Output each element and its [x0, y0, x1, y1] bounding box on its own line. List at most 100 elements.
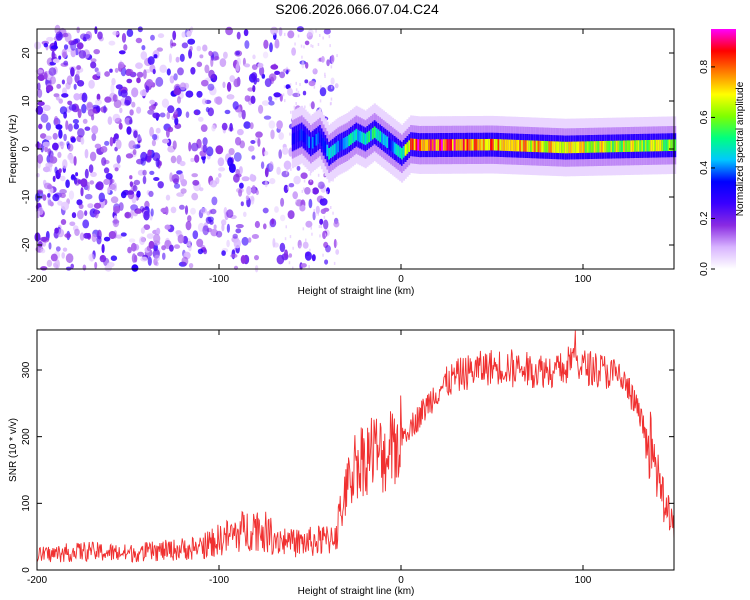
spectrogram-cell — [301, 189, 304, 193]
spectrogram-cell — [269, 178, 276, 185]
spectrogram-cell — [235, 168, 240, 176]
spectrogram-cell — [153, 233, 161, 244]
spectrogram-ridge-cell — [386, 136, 389, 148]
spectrogram-ridge-cell — [401, 148, 404, 160]
spectrogram-cell — [228, 148, 235, 156]
spectrogram-cell — [270, 26, 277, 36]
spectrogram-cell — [297, 93, 299, 97]
spectrogram-cell — [179, 82, 187, 91]
spectrogram-ridge-cell — [313, 135, 316, 148]
spectrogram-cell — [73, 156, 77, 166]
spectrogram-cell — [304, 105, 306, 109]
spectrogram-cell — [197, 248, 204, 255]
spectrogram-cell — [59, 189, 67, 194]
spectrogram-ridge-cell — [300, 128, 304, 141]
spectrogram-cell — [192, 179, 200, 186]
spectrogram-cell — [49, 201, 54, 207]
spectrogram-cell — [70, 263, 74, 269]
spectrogram-cell — [107, 186, 111, 194]
spectrogram-cell — [179, 173, 184, 184]
spectrogram-ridge-cell — [395, 143, 398, 156]
x-tick-label: 0 — [398, 575, 404, 586]
colorbar-tick-label: 0.8 — [699, 60, 710, 74]
spectrogram-cell — [45, 122, 52, 131]
spectrogram-cell — [34, 41, 42, 50]
spectrogram-cell — [235, 51, 240, 56]
spectrogram-ridge-cell — [348, 134, 351, 147]
spectrogram-ridge-cell — [488, 138, 491, 151]
spectrogram-cell — [229, 75, 235, 83]
spectrogram-cell — [118, 50, 126, 55]
spectrogram-cell — [110, 255, 118, 261]
spectrogram-ridge-cell — [632, 140, 635, 152]
spectrogram-cell — [322, 196, 324, 199]
spectrogram-cell — [324, 233, 327, 237]
spectrogram-cell — [55, 246, 61, 252]
spectrogram-cell — [63, 44, 69, 50]
spectrogram-cell — [148, 105, 156, 111]
spectrogram-ridge-cell — [664, 139, 668, 152]
spectrogram-cell — [133, 130, 138, 139]
spectrogram-cell — [325, 245, 331, 253]
spectrogram-ridge-cell — [431, 139, 435, 151]
spectrogram-ridge-cell — [362, 132, 365, 145]
spectrogram-ridge-cell — [630, 140, 633, 152]
spectrogram-cell — [320, 225, 322, 229]
spectrogram-ridge-cell — [581, 141, 584, 153]
spectrogram-ridge-cell — [430, 139, 433, 151]
spectrogram-cell — [49, 76, 57, 85]
spectrogram-cell — [135, 62, 143, 69]
spectrogram-ridge-cell — [492, 138, 495, 151]
spectrogram-cell — [84, 210, 88, 217]
spectrogram-ridge-cell — [370, 129, 373, 141]
spectrogram-cell — [258, 104, 264, 114]
spectrogram-ridge-cell — [641, 140, 644, 152]
spectrogram-cell — [287, 87, 293, 96]
spectrogram-cell — [115, 139, 122, 150]
spectrogram-ridge-cell — [506, 139, 509, 151]
spectrogram-ridge-cell — [619, 140, 622, 153]
spectrogram-cell — [57, 151, 62, 158]
spectrogram-cell — [324, 72, 326, 76]
spectrogram-ridge-cell — [497, 139, 500, 151]
spectrogram-ridge-cell — [604, 140, 607, 153]
y-tick-label: 100 — [21, 495, 32, 512]
spectrogram-cell — [278, 27, 283, 37]
spectrogram-cell — [145, 79, 154, 87]
spectrogram-cell — [173, 88, 182, 96]
spectrogram-ridge-cell — [479, 139, 482, 151]
spectrogram-ridge — [291, 103, 677, 183]
spectrogram-cell — [232, 233, 238, 239]
spectrogram-cell — [37, 74, 45, 81]
spectrogram-ridge-cell — [410, 138, 413, 150]
spectrogram-cell — [327, 84, 335, 92]
spectrogram-ridge-cell — [519, 140, 522, 152]
spectrogram-cell — [96, 235, 102, 245]
spectrogram-cell — [300, 44, 303, 48]
spectrogram-cell — [165, 194, 171, 201]
spectrogram-cell — [330, 97, 333, 101]
spectrogram-cell — [124, 117, 131, 126]
spectrogram-cell — [109, 183, 117, 190]
spectrogram-cell — [303, 179, 306, 183]
spectrogram-cell — [140, 227, 145, 234]
spectrogram-cell — [90, 61, 97, 69]
spectrogram-cell — [254, 255, 259, 261]
spectrogram-cell — [268, 73, 277, 82]
spectrogram-cell — [128, 238, 136, 243]
spectrogram-cell — [54, 227, 59, 234]
spectrogram-ridge-cell — [515, 139, 518, 152]
spectrogram-cell — [243, 121, 251, 129]
spectrogram-cell — [269, 42, 273, 53]
spectrogram-cell — [139, 89, 148, 97]
spectrogram-cell — [88, 253, 95, 262]
spectrogram-cell — [264, 180, 268, 188]
spectrogram-cell — [284, 249, 288, 259]
spectrogram-cell — [219, 58, 227, 68]
spectrogram-cell — [94, 26, 98, 35]
spectrogram-cell — [330, 65, 333, 69]
spectrogram-cell — [148, 240, 155, 249]
spectrogram-cell — [322, 253, 324, 257]
spectrogram-cell — [104, 71, 110, 77]
spectrogram-cell — [100, 146, 108, 153]
